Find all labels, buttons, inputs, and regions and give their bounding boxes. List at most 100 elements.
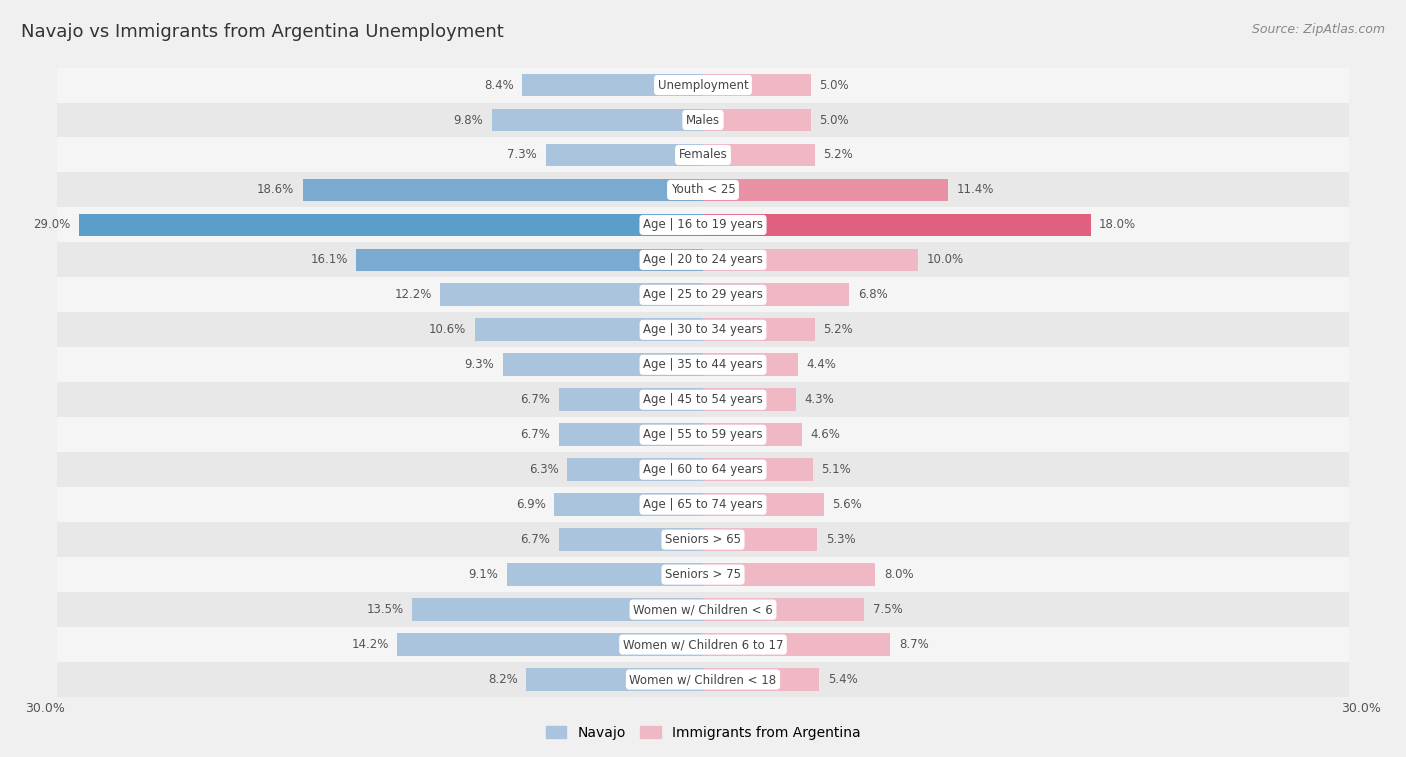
Bar [58,557,1348,592]
Text: 5.2%: 5.2% [824,323,853,336]
Text: 11.4%: 11.4% [957,183,994,197]
Text: 6.7%: 6.7% [520,428,550,441]
Text: 10.6%: 10.6% [429,323,467,336]
Bar [703,633,890,656]
Text: 29.0%: 29.0% [32,219,70,232]
Text: Age | 60 to 64 years: Age | 60 to 64 years [643,463,763,476]
Bar [558,423,703,446]
Bar [558,528,703,551]
Bar [356,248,703,271]
Text: Age | 30 to 34 years: Age | 30 to 34 years [643,323,763,336]
Text: Unemployment: Unemployment [658,79,748,92]
Bar [58,207,1348,242]
Bar [526,668,703,691]
Text: 9.1%: 9.1% [468,568,499,581]
Text: 30.0%: 30.0% [1341,702,1381,715]
Bar [58,417,1348,452]
Bar [703,423,801,446]
Text: Women w/ Children < 18: Women w/ Children < 18 [630,673,776,686]
Text: Age | 55 to 59 years: Age | 55 to 59 years [643,428,763,441]
Text: 4.6%: 4.6% [811,428,841,441]
Bar [703,598,865,621]
Text: 5.6%: 5.6% [832,498,862,511]
Bar [398,633,703,656]
Bar [703,563,875,586]
Text: 16.1%: 16.1% [311,254,347,266]
Text: 6.8%: 6.8% [858,288,887,301]
Bar [58,242,1348,277]
Text: 13.5%: 13.5% [367,603,404,616]
Bar [703,668,820,691]
Bar [703,319,815,341]
Bar [79,213,703,236]
Text: Youth < 25: Youth < 25 [671,183,735,197]
Text: 4.4%: 4.4% [807,358,837,371]
Text: Age | 25 to 29 years: Age | 25 to 29 years [643,288,763,301]
Text: Age | 65 to 74 years: Age | 65 to 74 years [643,498,763,511]
Text: 14.2%: 14.2% [352,638,388,651]
Bar [703,109,811,132]
Bar [558,388,703,411]
Text: 5.3%: 5.3% [825,533,855,546]
Text: Females: Females [679,148,727,161]
Text: 8.0%: 8.0% [884,568,914,581]
Text: Age | 35 to 44 years: Age | 35 to 44 years [643,358,763,371]
Bar [522,73,703,96]
Text: 6.7%: 6.7% [520,533,550,546]
Bar [58,67,1348,102]
Text: 5.2%: 5.2% [824,148,853,161]
Bar [568,458,703,481]
Text: 12.2%: 12.2% [394,288,432,301]
Text: Women w/ Children 6 to 17: Women w/ Children 6 to 17 [623,638,783,651]
Bar [58,522,1348,557]
Text: 8.2%: 8.2% [488,673,517,686]
Text: Age | 16 to 19 years: Age | 16 to 19 years [643,219,763,232]
Bar [58,277,1348,313]
Legend: Navajo, Immigrants from Argentina: Navajo, Immigrants from Argentina [540,720,866,746]
Bar [58,138,1348,173]
Text: Women w/ Children < 6: Women w/ Children < 6 [633,603,773,616]
Bar [58,313,1348,347]
Bar [58,662,1348,697]
Bar [58,347,1348,382]
Bar [508,563,703,586]
Bar [703,144,815,167]
Text: Age | 20 to 24 years: Age | 20 to 24 years [643,254,763,266]
Bar [703,248,918,271]
Text: 4.3%: 4.3% [804,394,834,407]
Bar [58,102,1348,138]
Bar [492,109,703,132]
Bar [703,213,1091,236]
Text: 8.4%: 8.4% [484,79,513,92]
Bar [703,458,813,481]
Text: 18.0%: 18.0% [1099,219,1136,232]
Bar [703,283,849,307]
Text: 6.9%: 6.9% [516,498,546,511]
Bar [703,528,817,551]
Text: 5.1%: 5.1% [821,463,851,476]
Bar [703,73,811,96]
Bar [58,382,1348,417]
Text: 8.7%: 8.7% [898,638,929,651]
Bar [58,173,1348,207]
Bar [503,354,703,376]
Text: 9.8%: 9.8% [454,114,484,126]
Bar [302,179,703,201]
Text: 6.3%: 6.3% [529,463,558,476]
Bar [58,627,1348,662]
Bar [58,592,1348,627]
Bar [58,488,1348,522]
Bar [554,494,703,516]
Bar [475,319,703,341]
Text: 7.5%: 7.5% [873,603,903,616]
Bar [703,494,824,516]
Bar [440,283,703,307]
Bar [412,598,703,621]
Text: 18.6%: 18.6% [257,183,294,197]
Bar [703,354,797,376]
Text: Age | 45 to 54 years: Age | 45 to 54 years [643,394,763,407]
Text: 9.3%: 9.3% [464,358,494,371]
Text: Navajo vs Immigrants from Argentina Unemployment: Navajo vs Immigrants from Argentina Unem… [21,23,503,41]
Text: Males: Males [686,114,720,126]
Text: 10.0%: 10.0% [927,254,965,266]
